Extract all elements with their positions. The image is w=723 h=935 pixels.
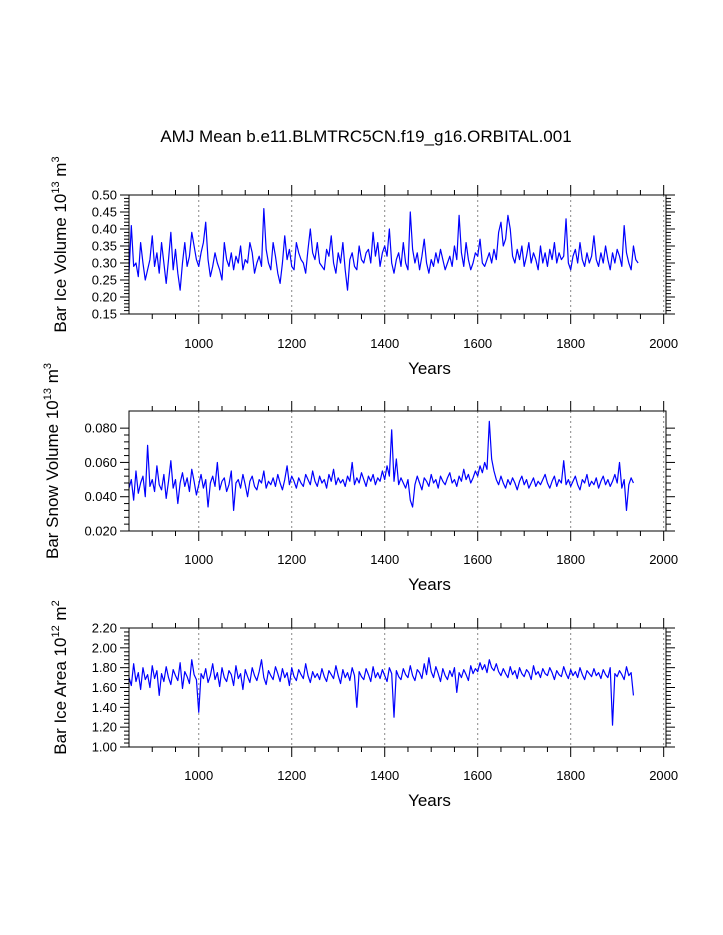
x-tick-label: 1000 <box>184 336 213 351</box>
series-line <box>128 420 634 512</box>
x-tick-label: 2000 <box>649 552 678 567</box>
x-axis-title: Years <box>408 359 451 378</box>
y-axis-title-main: Bar Ice Area 10 <box>51 638 70 755</box>
x-tick-label: 1400 <box>370 336 399 351</box>
y-axis-title-unit: m <box>51 606 70 625</box>
plot-frame <box>128 194 667 315</box>
plot-frame <box>128 627 667 748</box>
y-tick-label: 0.15 <box>92 307 117 322</box>
y-tick-label: 1.40 <box>92 700 117 715</box>
y-tick-label: 2.00 <box>92 640 117 655</box>
x-tick-label: 2000 <box>649 336 678 351</box>
x-tick-label: 1800 <box>556 552 585 567</box>
x-tick-label: 1400 <box>370 768 399 783</box>
y-axis-title-exponent: 13 <box>50 181 62 193</box>
y-tick-label: 1.60 <box>92 680 117 695</box>
x-tick-label: 1200 <box>277 768 306 783</box>
y-axis-title-unit-exponent: 2 <box>50 600 62 606</box>
y-tick-label: 0.45 <box>92 205 117 220</box>
series-line <box>128 208 639 291</box>
y-axis-title-unit-exponent: 3 <box>50 156 62 162</box>
y-tick-label: 0.020 <box>84 524 117 539</box>
series-line <box>128 657 635 726</box>
x-tick-label: 1400 <box>370 552 399 567</box>
y-axis-title-unit: m <box>51 163 70 182</box>
y-axis-title-unit-exponent: 3 <box>42 363 54 369</box>
y-tick-label: 0.20 <box>92 290 117 305</box>
chart-panel-2: 1000 1200 1400 1600 1800 2000 0.020 0.040 0.060 0… <box>42 363 678 594</box>
y-axis-title-unit: m <box>43 369 62 388</box>
x-tick-label: 1200 <box>277 336 306 351</box>
y-tick-label: 2.20 <box>92 621 117 636</box>
y-axis-title-exponent: 12 <box>50 625 62 637</box>
y-tick-label: 0.080 <box>84 421 117 436</box>
y-tick-label: 0.040 <box>84 489 117 504</box>
y-axis-title: Bar Snow Volume 1013 m3 <box>42 363 62 559</box>
x-tick-label: 1200 <box>277 552 306 567</box>
y-tick-label: 0.50 <box>92 188 117 203</box>
x-tick-label: 1800 <box>556 336 585 351</box>
y-axis-title-main: Bar Ice Volume 10 <box>51 194 70 333</box>
y-axis-title: Bar Ice Volume 1013 m3 <box>50 156 70 332</box>
y-tick-label: 0.060 <box>84 455 117 470</box>
plot-frame <box>128 410 667 532</box>
y-tick-label: 1.00 <box>92 740 117 755</box>
y-axis-title-main: Bar Snow Volume 10 <box>43 400 62 559</box>
panels: 1000 1200 1400 1600 1800 2000 0.15 0.20 0.25 0.30… <box>42 156 678 810</box>
y-axis-title-exponent: 13 <box>42 388 54 400</box>
x-tick-label: 1600 <box>463 336 492 351</box>
y-axis-title: Bar Ice Area 1012 m2 <box>50 600 70 754</box>
chart-panel-1: 1000 1200 1400 1600 1800 2000 0.15 0.20 0.25 0.30… <box>50 156 678 378</box>
y-tick-label: 0.40 <box>92 222 117 237</box>
y-tick-label: 0.30 <box>92 256 117 271</box>
x-axis-title: Years <box>408 575 451 594</box>
chart-title: AMJ Mean b.e11.BLMTRC5CN.f19_g16.ORBITAL… <box>160 127 571 146</box>
y-tick-label: 1.20 <box>92 720 117 735</box>
x-tick-label: 1600 <box>463 552 492 567</box>
x-axis-title: Years <box>408 791 451 810</box>
x-tick-label: 1800 <box>556 768 585 783</box>
x-tick-label: 1600 <box>463 768 492 783</box>
x-tick-label: 1000 <box>184 768 213 783</box>
y-tick-label: 0.35 <box>92 239 117 254</box>
y-tick-label: 0.25 <box>92 273 117 288</box>
x-tick-label: 1000 <box>184 552 213 567</box>
x-tick-label: 2000 <box>649 768 678 783</box>
chart-panel-3: 1000 1200 1400 1600 1800 2000 1.00 1.20 1.40 1.60… <box>50 600 678 810</box>
y-tick-label: 1.80 <box>92 660 117 675</box>
